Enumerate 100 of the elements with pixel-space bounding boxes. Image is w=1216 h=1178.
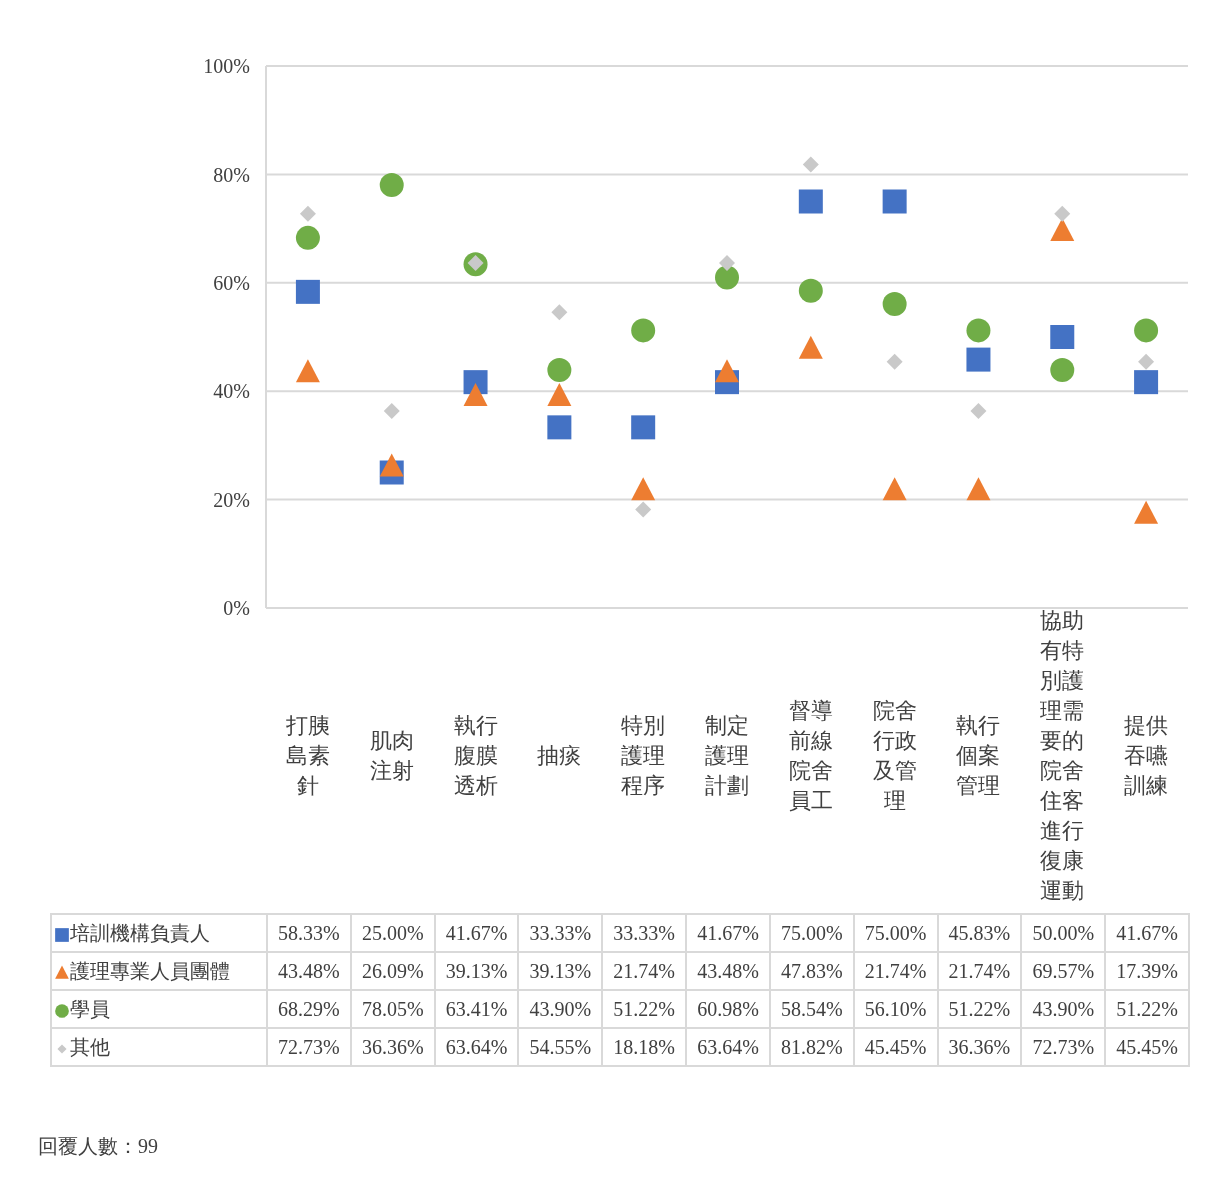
category-label: 協助有特別護理需要的院舍住客進行復康運動	[1040, 608, 1085, 903]
data-label: 75.00%	[853, 914, 938, 952]
x-tick-label: 院舍行政及管理	[872, 698, 917, 813]
data-label: 21.74%	[853, 952, 938, 990]
data-label: 56.10%	[853, 990, 938, 1028]
data-label: 51.22%	[937, 990, 1022, 1028]
data-label: 54.55%	[518, 1028, 603, 1066]
point	[1050, 358, 1075, 383]
x-tick-label: 打胰島素針	[284, 713, 330, 798]
point	[295, 279, 320, 304]
point	[715, 265, 739, 290]
data-label: 36.36%	[350, 1028, 435, 1066]
legend-label: 培訓機構負責人	[69, 921, 210, 944]
data-label: 43.48%	[686, 952, 770, 990]
data-label: 45.45%	[1105, 1028, 1189, 1066]
data-label: 39.13%	[518, 952, 603, 990]
y-tick-label: 100%	[203, 55, 250, 78]
data-label: 81.82%	[769, 1028, 854, 1066]
data-label: 36.36%	[937, 1028, 1022, 1066]
x-tick-label: 提供吞嚥訓練	[1124, 713, 1169, 798]
text: 回覆人數：99	[38, 1134, 158, 1159]
point	[547, 358, 572, 383]
data-label: 17.39%	[1105, 952, 1189, 990]
data-label: 72.73%	[1021, 1028, 1106, 1066]
point	[299, 205, 316, 222]
data-label: 72.73%	[267, 1028, 351, 1066]
point	[966, 318, 991, 343]
point	[882, 477, 907, 501]
data-label: 41.67%	[686, 914, 770, 952]
data-label: 33.33%	[518, 914, 603, 952]
point	[379, 453, 404, 477]
data-label: 75.00%	[769, 914, 854, 952]
point	[295, 225, 320, 250]
point	[547, 382, 572, 406]
y-tick-label: 20%	[213, 488, 250, 511]
point	[631, 415, 656, 440]
legend-label: 學員	[69, 997, 110, 1020]
point	[798, 335, 823, 359]
data-label: 60.98%	[686, 990, 770, 1028]
point	[631, 477, 656, 501]
data-label: 63.64%	[434, 1028, 519, 1066]
point	[719, 255, 735, 272]
data-label: 51.22%	[1105, 990, 1189, 1028]
point	[798, 189, 823, 214]
point	[798, 278, 823, 303]
data-label: 43.48%	[267, 952, 351, 990]
data-label: 21.74%	[937, 952, 1022, 990]
data-label: 47.83%	[769, 952, 854, 990]
x-tick-label: 特別護理程序	[621, 713, 666, 798]
point	[551, 304, 568, 321]
data-label: 43.90%	[1021, 990, 1106, 1028]
data-label: 33.33%	[602, 914, 687, 952]
point	[715, 359, 739, 383]
point	[1138, 353, 1155, 370]
point	[966, 347, 991, 372]
point	[802, 156, 819, 173]
point	[1054, 205, 1071, 222]
x-tick-label: 執行個案管理	[956, 713, 1001, 798]
point	[635, 501, 652, 518]
point	[882, 189, 907, 214]
data-label: 63.64%	[686, 1028, 770, 1066]
x-tick-label: 制定護理計劃	[705, 713, 749, 798]
legend-label: 其他	[69, 1035, 110, 1058]
point	[1134, 318, 1159, 343]
point	[966, 477, 991, 501]
y-tick-label: 40%	[213, 380, 250, 403]
data-label: 18.18%	[602, 1028, 687, 1066]
point	[886, 353, 903, 370]
x-tick-label: 執行腹膜透析	[453, 713, 498, 798]
point	[463, 382, 488, 406]
y-tick-label: 80%	[213, 163, 250, 186]
data-label: 41.67%	[1105, 914, 1189, 952]
data-label: 50.00%	[1021, 914, 1106, 952]
point	[547, 415, 572, 440]
data-label: 68.29%	[267, 990, 351, 1028]
data-label: 39.13%	[434, 952, 519, 990]
data-label: 45.45%	[853, 1028, 938, 1066]
data-label: 78.05%	[350, 990, 435, 1028]
x-tick-label: 抽痰	[537, 743, 582, 768]
data-label: 51.22%	[602, 990, 687, 1028]
y-tick-label: 0%	[223, 597, 250, 620]
point	[295, 359, 320, 383]
data-label: 26.09%	[350, 952, 435, 990]
point	[383, 402, 400, 419]
data-label: 63.41%	[434, 990, 519, 1028]
point	[379, 172, 404, 197]
x-tick-label: 肌肉注射	[369, 728, 414, 783]
y-tick-label: 60%	[213, 271, 250, 294]
point	[1134, 500, 1159, 524]
data-label: 41.67%	[434, 914, 519, 952]
point	[631, 318, 656, 343]
data-label: 58.54%	[769, 990, 854, 1028]
legend-label: 護理專業人員團體	[69, 959, 230, 982]
data-label: 21.74%	[602, 952, 687, 990]
data-label: 45.83%	[937, 914, 1022, 952]
data-label: 69.57%	[1021, 952, 1106, 990]
x-tick-label: 督導前線院舍員工	[788, 698, 833, 813]
data-label: 43.90%	[518, 990, 603, 1028]
point	[1050, 325, 1075, 349]
point	[1134, 370, 1159, 395]
